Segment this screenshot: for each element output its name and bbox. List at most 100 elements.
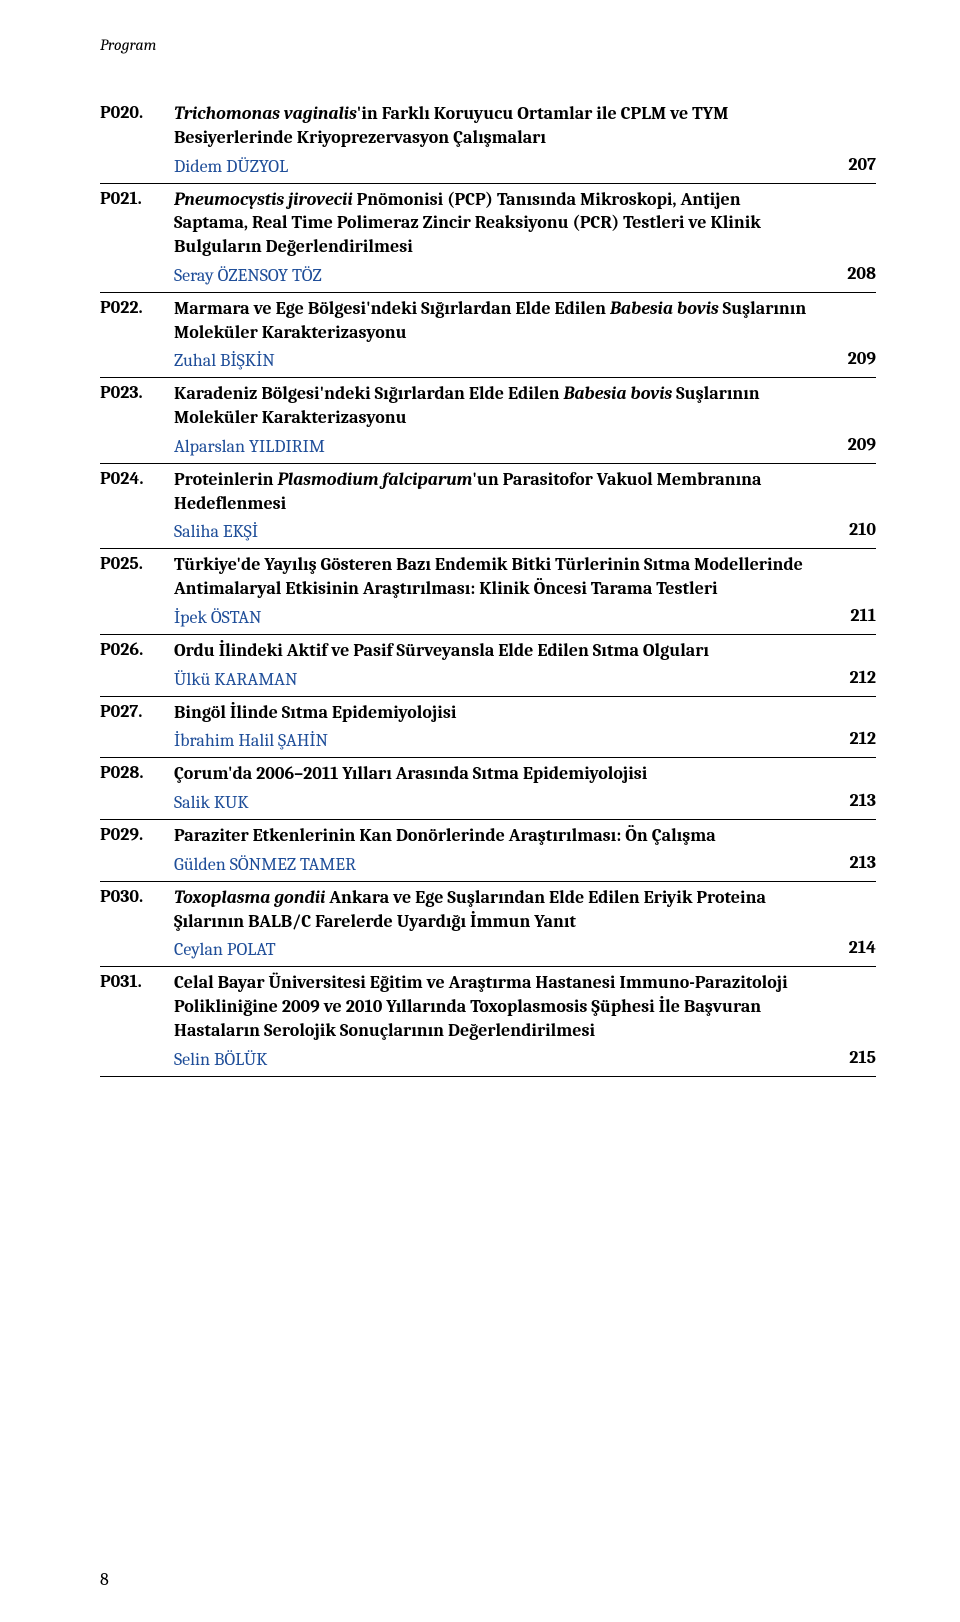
entry-author: Seray ÖZENSOY TÖZ [174,265,322,286]
entry-title-pre: Paraziter Etkenlerinin Kan Donörlerinde … [174,825,716,846]
program-entry: P024. Proteinlerin Plasmodium falciparum… [100,464,876,550]
entry-body: Trichomonas vaginalis'in Farklı Koruyucu… [174,102,822,177]
program-entry: P026. Ordu İlindeki Aktif ve Pasif Sürve… [100,635,876,697]
entry-body: Ordu İlindeki Aktif ve Pasif Sürveyansla… [174,639,822,690]
entry-author: Selin BÖLÜK [174,1049,268,1070]
entry-title: Paraziter Etkenlerinin Kan Donörlerinde … [174,824,812,848]
entry-title: Çorum'da 2006–2011 Yılları Arasında Sıtm… [174,762,812,786]
entry-code: P025. [100,553,174,574]
entry-code: P027. [100,701,174,722]
entry-title-pre: Türkiye'de Yayılış Gösteren Bazı Endemik… [174,554,803,599]
entry-title: Toxoplasma gondii Ankara ve Ege Suşların… [174,886,812,934]
entry-author: İpek ÖSTAN [174,607,261,628]
entry-title: Karadeniz Bölgesi'ndeki Sığırlardan Elde… [174,382,812,430]
program-entry: P020. Trichomonas vaginalis'in Farklı Ko… [100,98,876,184]
entry-code: P024. [100,468,174,489]
entry-author: Salik KUK [174,792,249,813]
entry-page-number: 214 [822,937,876,960]
entry-author-row: Saliha EKŞİ [174,521,812,542]
entry-page-number: 209 [822,348,876,371]
entry-page-number: 215 [822,1047,876,1070]
entry-code: P029. [100,824,174,845]
entry-title: Celal Bayar Üniversitesi Eğitim ve Araşt… [174,971,812,1042]
entry-code: P028. [100,762,174,783]
entry-code: P030. [100,886,174,907]
entry-title: Proteinlerin Plasmodium falciparum'un Pa… [174,468,812,516]
entry-author-row: Didem DÜZYOL [174,156,812,177]
program-entries: P020. Trichomonas vaginalis'in Farklı Ko… [100,98,876,1077]
entry-body: Bingöl İlinde Sıtma Epidemiyolojisi İbra… [174,701,822,752]
entry-author-row: Gülden SÖNMEZ TAMER [174,854,812,875]
footer-page-number: 8 [100,1569,109,1590]
entry-title-pre: Karadeniz Bölgesi'ndeki Sığırlardan Elde… [174,383,563,404]
entry-page-number: 213 [822,790,876,813]
entry-page-number: 207 [822,154,876,177]
program-entry: P021. Pneumocystis jirovecii Pnömonisi (… [100,184,876,293]
program-entry: P025. Türkiye'de Yayılış Gösteren Bazı E… [100,549,876,635]
entry-title-pre: Bingöl İlinde Sıtma Epidemiyolojisi [174,702,456,723]
entry-title: Bingöl İlinde Sıtma Epidemiyolojisi [174,701,812,725]
entry-body: Karadeniz Bölgesi'ndeki Sığırlardan Elde… [174,382,822,457]
entry-page-number: 212 [822,728,876,751]
program-entry: P023. Karadeniz Bölgesi'ndeki Sığırlarda… [100,378,876,464]
entry-title-pre: Çorum'da 2006–2011 Yılları Arasında Sıtm… [174,763,647,784]
entry-author-row: Alparslan YILDIRIM [174,436,812,457]
entry-author: Alparslan YILDIRIM [174,436,325,457]
entry-author-row: Seray ÖZENSOY TÖZ [174,265,812,286]
entry-code: P026. [100,639,174,660]
entry-author: Ceylan POLAT [174,939,276,960]
entry-title-italic: Plasmodium falciparum [277,469,472,490]
entry-code: P031. [100,971,174,992]
entry-author: Didem DÜZYOL [174,156,288,177]
entry-title: Ordu İlindeki Aktif ve Pasif Sürveyansla… [174,639,812,663]
entry-page-number: 213 [822,852,876,875]
entry-page-number: 209 [822,434,876,457]
entry-page-number: 211 [822,605,876,628]
entry-page-number: 210 [822,519,876,542]
entry-code: P023. [100,382,174,403]
entry-author-row: Selin BÖLÜK [174,1049,812,1070]
entry-title: Pneumocystis jirovecii Pnömonisi (PCP) T… [174,188,812,259]
entry-code: P021. [100,188,174,209]
entry-author-row: İbrahim Halil ŞAHİN [174,730,812,751]
entry-author-row: Ülkü KARAMAN [174,669,812,690]
entry-author-row: Salik KUK [174,792,812,813]
entry-author: Ülkü KARAMAN [174,669,297,690]
entry-author-row: İpek ÖSTAN [174,607,812,628]
entry-body: Celal Bayar Üniversitesi Eğitim ve Araşt… [174,971,822,1069]
entry-body: Toxoplasma gondii Ankara ve Ege Suşların… [174,886,822,961]
entry-page-number: 212 [822,667,876,690]
entry-title-italic: Toxoplasma gondii [174,887,325,908]
program-entry: P030. Toxoplasma gondii Ankara ve Ege Su… [100,882,876,968]
entry-body: Proteinlerin Plasmodium falciparum'un Pa… [174,468,822,543]
entry-body: Paraziter Etkenlerinin Kan Donörlerinde … [174,824,822,875]
entry-body: Çorum'da 2006–2011 Yılları Arasında Sıtm… [174,762,822,813]
entry-body: Türkiye'de Yayılış Gösteren Bazı Endemik… [174,553,822,628]
entry-author: Zuhal BİŞKİN [174,350,275,371]
program-entry: P031. Celal Bayar Üniversitesi Eğitim ve… [100,967,876,1076]
entry-author: Gülden SÖNMEZ TAMER [174,854,356,875]
program-entry: P029. Paraziter Etkenlerinin Kan Donörle… [100,820,876,882]
entry-page-number: 208 [822,263,876,286]
entry-author-row: Ceylan POLAT [174,939,812,960]
entry-title-italic: Trichomonas vaginalis [174,103,357,124]
entry-code: P020. [100,102,174,123]
entry-title-pre: Celal Bayar Üniversitesi Eğitim ve Araşt… [174,972,788,1041]
entry-title: Trichomonas vaginalis'in Farklı Koruyucu… [174,102,812,150]
entry-title-italic: Babesia bovis [610,298,719,319]
entry-title-italic: Babesia bovis [563,383,672,404]
program-page: Program P020. Trichomonas vaginalis'in F… [0,0,960,1622]
program-entry: P022. Marmara ve Ege Bölgesi'ndeki Sığır… [100,293,876,379]
entry-author: Saliha EKŞİ [174,521,258,542]
entry-title-pre: Ordu İlindeki Aktif ve Pasif Sürveyansla… [174,640,709,661]
program-entry: P028. Çorum'da 2006–2011 Yılları Arasınd… [100,758,876,820]
entry-author: İbrahim Halil ŞAHİN [174,730,328,751]
entry-title-italic: Pneumocystis jirovecii [174,189,353,210]
entry-title-pre: Marmara ve Ege Bölgesi'ndeki Sığırlardan… [174,298,610,319]
running-header: Program [100,36,876,54]
entry-body: Marmara ve Ege Bölgesi'ndeki Sığırlardan… [174,297,822,372]
entry-body: Pneumocystis jirovecii Pnömonisi (PCP) T… [174,188,822,286]
entry-title: Marmara ve Ege Bölgesi'ndeki Sığırlardan… [174,297,812,345]
program-entry: P027. Bingöl İlinde Sıtma Epidemiyolojis… [100,697,876,759]
entry-title-pre: Proteinlerin [174,469,277,490]
